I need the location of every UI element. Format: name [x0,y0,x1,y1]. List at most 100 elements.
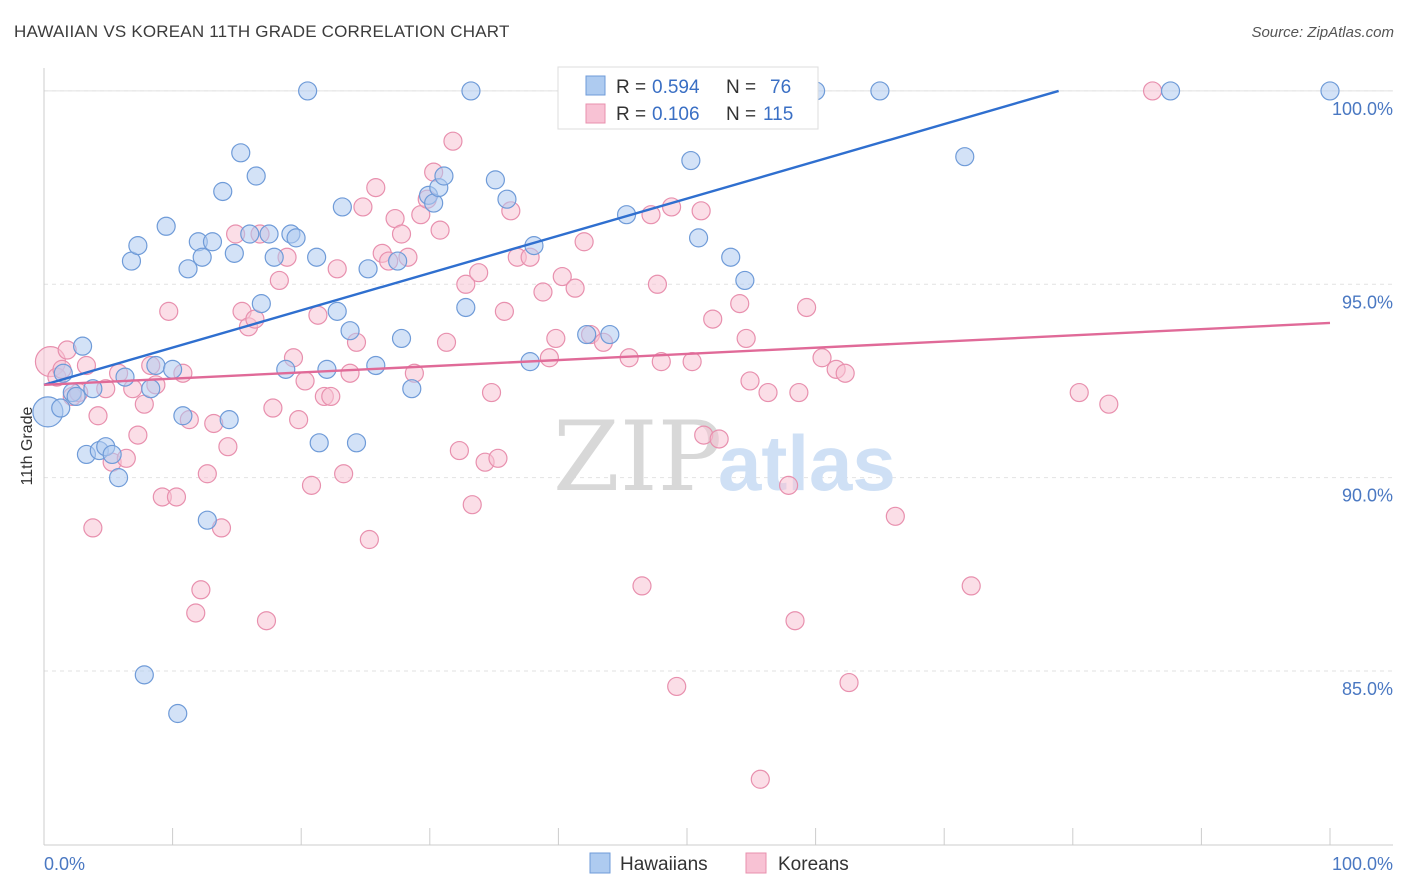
korean-point-77 [546,328,566,349]
hawaiian-point-71 [870,81,890,101]
series-legend-swatch-koreans [745,852,767,874]
hawaiian-point-14 [128,236,148,256]
korean-point-87 [647,274,668,294]
korean-point-111 [1069,382,1089,403]
hawaiian-point-49 [388,251,408,271]
korean-point-61 [430,220,450,240]
hawaiian-point-7 [83,379,103,399]
hawaiian-point-66 [681,150,701,171]
korean-point-39 [289,410,309,430]
stats-legend: R = 0.594 N = 76 R = 0.106 N = 115 [557,66,819,130]
hawaiian-point-24 [192,247,212,267]
hawaiian-trend-line [43,89,1059,386]
hawaiian-point-26 [202,232,223,252]
hawaiian-point-42 [317,359,337,379]
korean-point-78 [552,266,572,287]
hawaiian-point-47 [358,259,378,279]
hawaiian-point-69 [735,270,755,291]
legend-r-label-hawaiians: R = [616,77,646,98]
legend-n-value-hawaiians: 76 [770,77,791,98]
hawaiian-point-45 [340,321,360,341]
korean-point-70 [488,448,508,468]
korean-point-108 [839,672,859,693]
korean-point-92 [691,201,711,221]
hawaiian-points [32,81,1340,724]
hawaiian-point-41 [309,433,329,453]
korean-point-24 [191,580,211,600]
hawaiian-point-17 [146,355,166,376]
korean-point-14 [128,425,148,445]
trend-lines [43,89,1331,387]
legend-n-label-koreans: N = [726,104,756,125]
hawaiian-point-68 [721,247,741,267]
hawaiian-point-30 [231,143,251,163]
hawaiian-point-29 [224,243,244,263]
hawaiian-point-73 [1160,81,1181,101]
korean-point-50 [359,529,379,550]
korean-point-55 [391,224,412,244]
korean-point-51 [366,178,386,198]
korean-point-112 [1099,394,1119,414]
hawaiian-point-34 [259,224,279,244]
korean-point-35 [263,398,283,418]
korean-point-67 [469,263,489,283]
korean-point-47 [340,363,360,383]
hawaiian-point-19 [163,359,183,379]
korean-point-105 [812,348,832,368]
legend-r-value-hawaiians: 0.594 [652,77,700,98]
hawaiian-point-28 [219,410,239,430]
y-tick-label-85: 85.0% [1342,679,1393,699]
watermark: ZIP atlas [553,401,896,513]
korean-point-66 [462,495,482,515]
korean-point-96 [730,294,750,314]
axes [43,68,1393,846]
y-tick-labels: 85.0% 90.0% 95.0% 100.0% [1332,99,1393,699]
korean-point-97 [736,328,756,349]
source-label: Source: ZipAtlas.com [1251,24,1394,41]
hawaiian-point-62 [577,324,597,345]
y-axis-label: 11th Grade [19,406,36,485]
korean-point-99 [750,769,770,789]
korean-point-65 [456,274,476,294]
korean-point-34 [256,611,277,631]
hawaiian-point-12 [115,367,135,387]
legend-swatch-hawaiians [585,75,606,96]
korean-point-62 [436,332,457,352]
korean-point-64 [449,440,469,461]
hawaiian-point-46 [346,433,367,453]
hawaiian-point-38 [286,228,306,248]
korean-point-94 [703,309,723,329]
grid-lines [44,90,1393,672]
x-tick-label-min: 0.0% [44,854,85,874]
korean-point-81 [574,232,594,252]
korean-point-110 [961,576,981,596]
hawaiian-point-21 [173,406,193,426]
hawaiian-point-5 [72,336,93,356]
korean-point-36 [269,270,289,291]
korean-point-23 [186,603,206,623]
hawaiian-point-36 [276,359,296,379]
korean-point-25 [197,464,217,484]
legend-n-label-hawaiians: N = [726,77,756,98]
korean-point-69 [481,382,502,403]
hawaiian-point-55 [434,166,454,186]
korean-point-101 [778,475,799,495]
watermark-zip: ZIP [553,401,722,513]
korean-point-88 [651,352,671,372]
korean-point-76 [539,348,559,368]
hawaiian-point-31 [240,224,260,244]
korean-point-100 [758,382,778,403]
korean-point-95 [709,429,729,449]
korean-point-44 [321,386,341,407]
hawaiian-point-59 [497,189,517,209]
hawaiian-point-25 [197,510,217,530]
hawaiian-point-39 [298,81,318,101]
series-legend: Hawaiians Koreans [589,852,849,875]
watermark-atlas: atlas [718,419,896,507]
y-tick-label-90: 90.0% [1342,486,1393,506]
legend-r-value-koreans: 0.106 [652,104,700,125]
hawaiian-point-35 [264,247,284,267]
hawaiian-point-67 [688,228,709,248]
korean-point-103 [789,382,809,403]
korean-point-75 [533,282,553,302]
